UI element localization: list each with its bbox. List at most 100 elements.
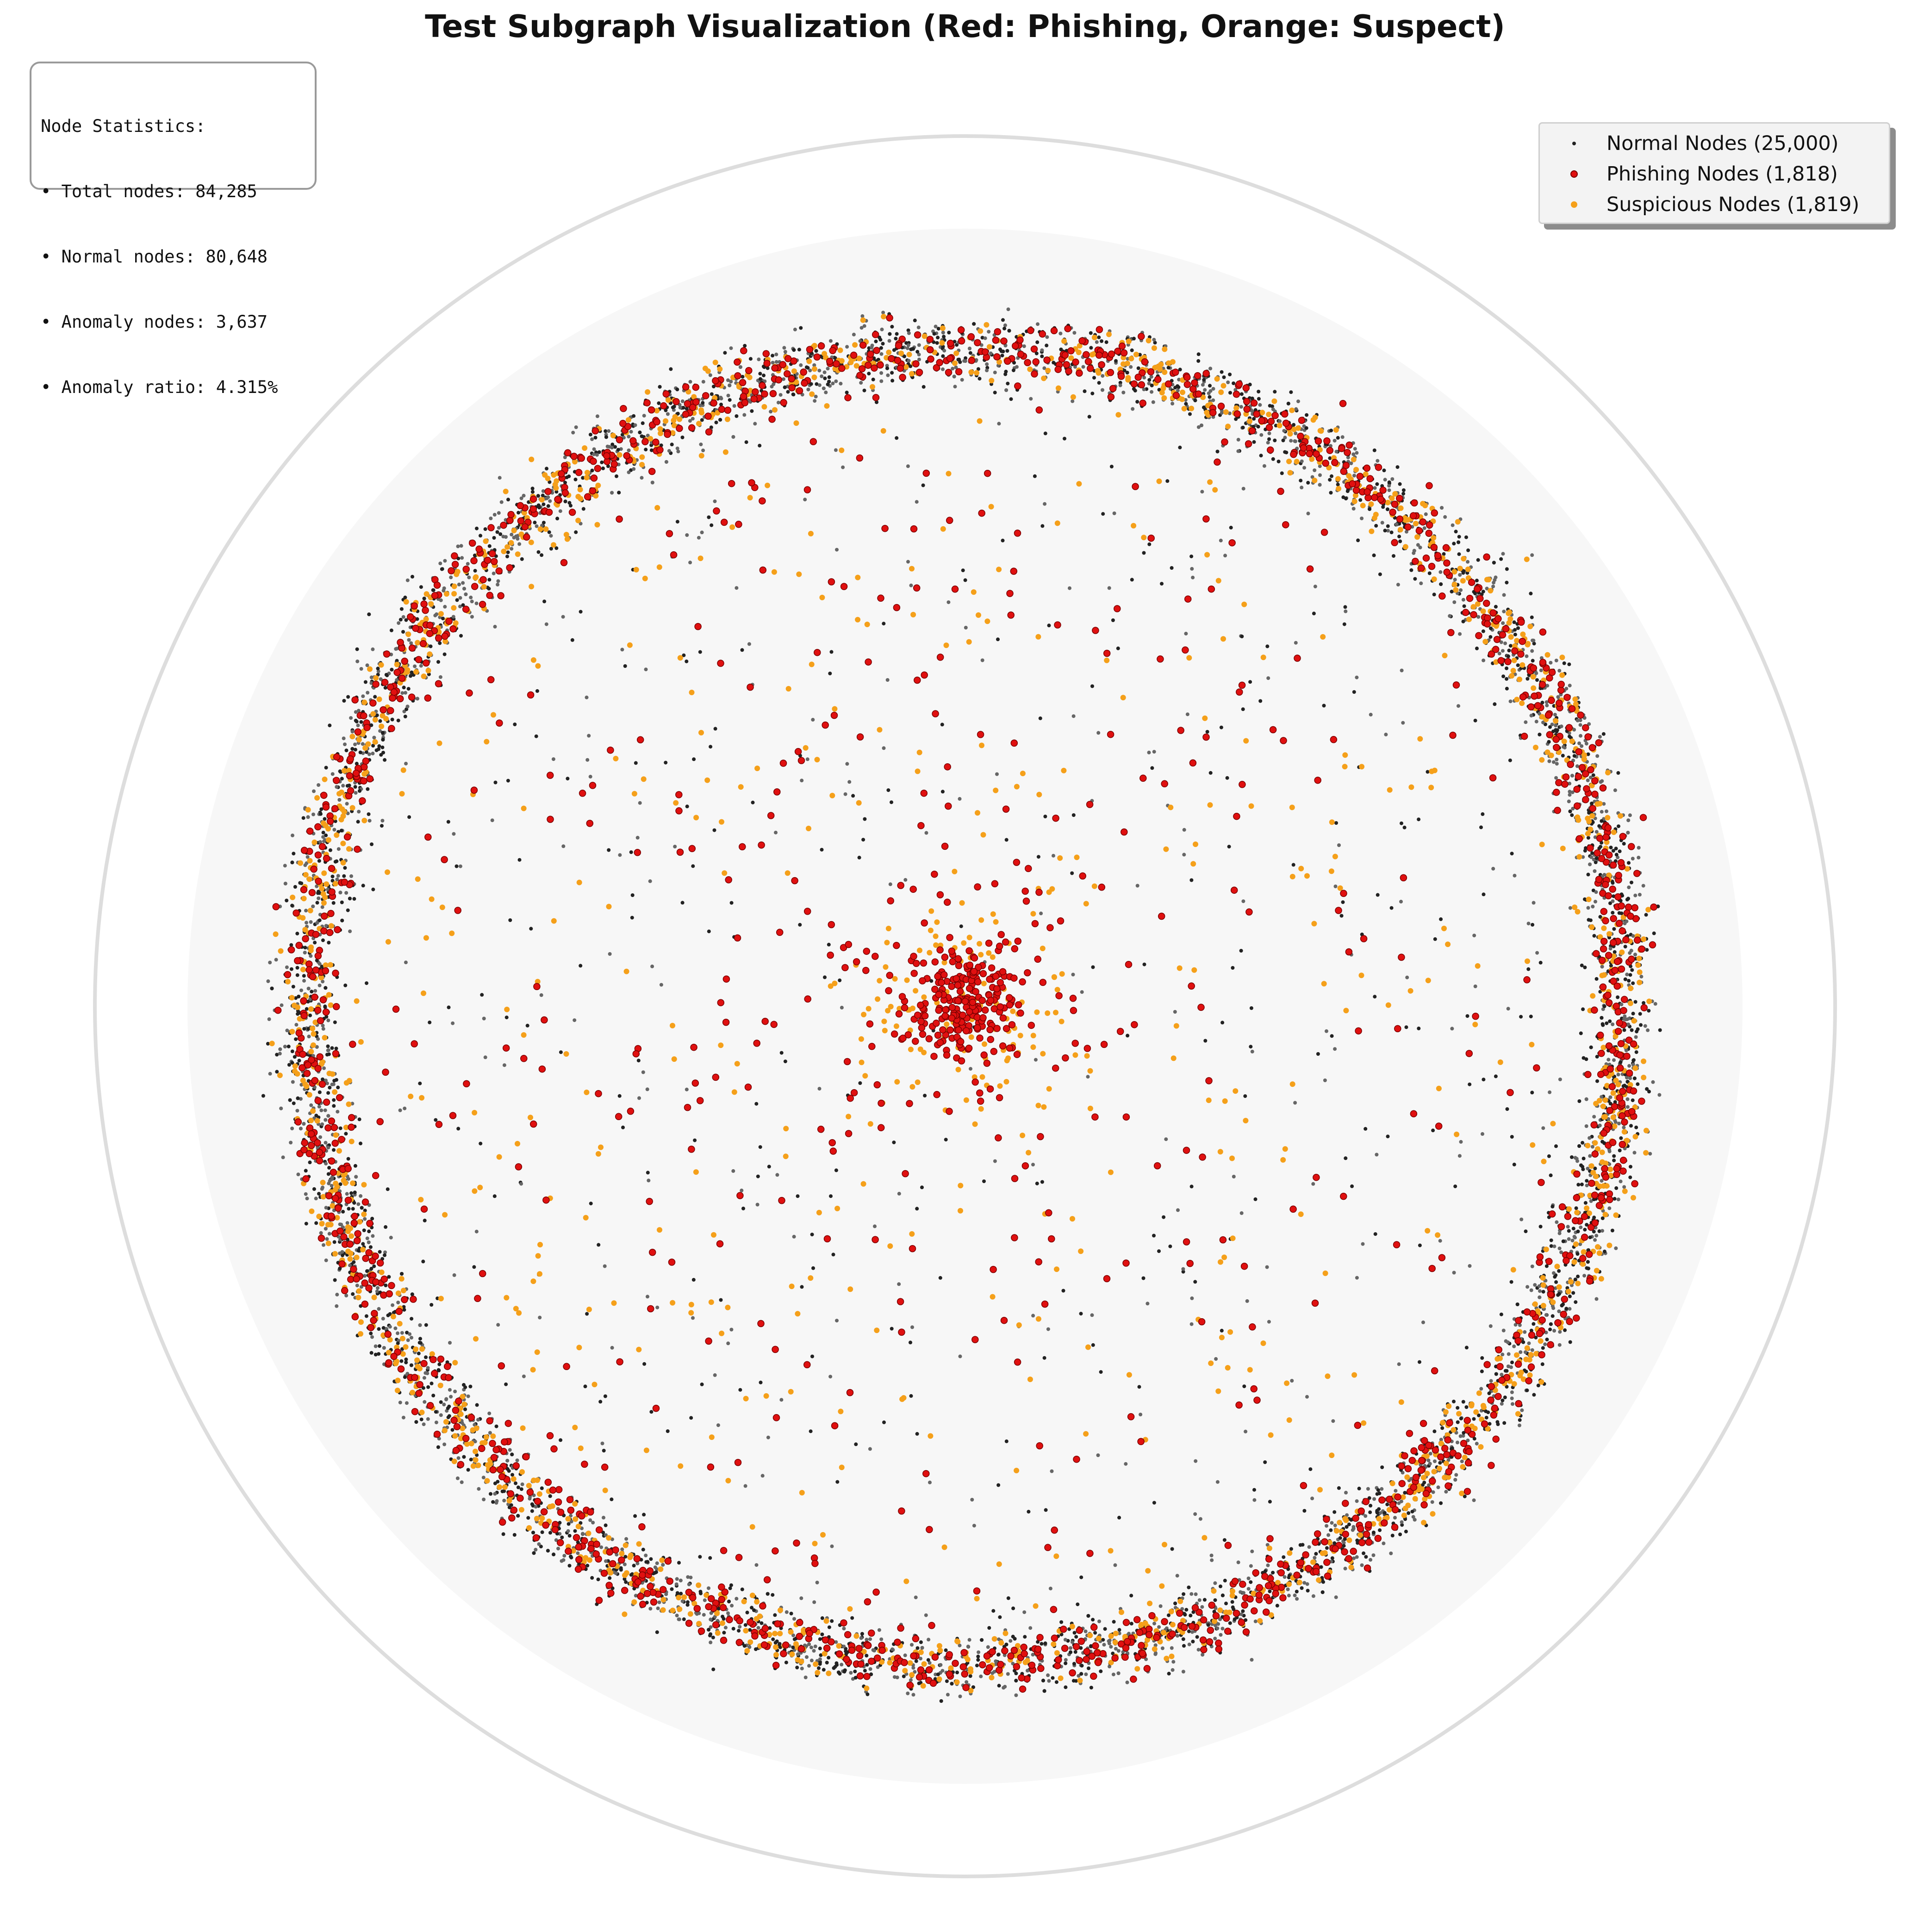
normal-node-point <box>1617 911 1621 915</box>
normal-node-point <box>540 1486 544 1490</box>
normal-node-point <box>1624 1017 1628 1022</box>
normal-node-point <box>530 486 535 491</box>
normal-node-point <box>1479 1387 1483 1391</box>
normal-node-point <box>453 1390 457 1394</box>
normal-node-point <box>818 1646 822 1651</box>
normal-node-point <box>345 1221 349 1225</box>
normal-node-point <box>1575 1252 1580 1256</box>
normal-node-point <box>1005 349 1009 353</box>
normal-node-point <box>1430 1500 1434 1504</box>
normal-node-point <box>839 381 843 386</box>
normal-node-point <box>1592 1115 1596 1119</box>
normal-node-point <box>401 1415 405 1420</box>
normal-node-point <box>1357 1486 1361 1490</box>
normal-node-point <box>384 673 388 677</box>
normal-node-point <box>1002 1686 1006 1690</box>
normal-node-point <box>1236 437 1240 442</box>
normal-node-point <box>602 1515 605 1520</box>
normal-node-point <box>1588 1154 1592 1158</box>
normal-node-point <box>740 1587 744 1591</box>
normal-node-point <box>1267 431 1271 436</box>
normal-node-point <box>367 819 372 823</box>
normal-node-point <box>1280 471 1284 475</box>
normal-node-point <box>406 1338 410 1342</box>
normal-node-point <box>649 443 654 447</box>
normal-node-point <box>1150 390 1154 394</box>
normal-node-point <box>641 1547 645 1552</box>
normal-node-point <box>439 1400 443 1404</box>
normal-node-point <box>1600 1216 1605 1220</box>
normal-node-point <box>1629 1165 1632 1169</box>
normal-node-point <box>372 1264 376 1268</box>
normal-node-point <box>325 1237 329 1241</box>
normal-node-point <box>1567 1237 1571 1241</box>
normal-node-point <box>301 816 305 820</box>
normal-node-point <box>493 1481 497 1485</box>
normal-node-point <box>616 448 620 452</box>
normal-node-point <box>892 348 896 352</box>
normal-node-point <box>1541 1346 1545 1350</box>
normal-node-point <box>1173 386 1177 390</box>
normal-node-point <box>1074 1635 1078 1639</box>
normal-node-point <box>1014 1693 1018 1697</box>
normal-node-point <box>793 327 797 331</box>
normal-node-point <box>1507 1352 1511 1356</box>
normal-node-point <box>840 1663 844 1667</box>
normal-node-point <box>1063 1638 1067 1642</box>
normal-node-point <box>1097 335 1101 339</box>
normal-node-point <box>467 575 471 580</box>
normal-node-point <box>285 965 289 969</box>
normal-node-point <box>1401 488 1406 492</box>
normal-node-point <box>1329 429 1333 433</box>
normal-node-point <box>1241 425 1245 430</box>
normal-node-point <box>955 1670 959 1675</box>
normal-node-point <box>853 1670 857 1674</box>
normal-node-point <box>1553 713 1557 717</box>
normal-node-point <box>1614 853 1619 857</box>
normal-node-point <box>324 1141 328 1145</box>
normal-node-point <box>814 394 818 399</box>
normal-node-point <box>353 1164 357 1168</box>
normal-node-point <box>473 569 477 573</box>
normal-node-point <box>1461 619 1465 623</box>
normal-node-point <box>336 1109 340 1114</box>
normal-node-point <box>411 574 414 579</box>
normal-node-point <box>1386 524 1390 528</box>
normal-node-point <box>363 1217 367 1221</box>
normal-node-point <box>979 1674 983 1678</box>
normal-node-point <box>352 897 356 901</box>
normal-node-point <box>384 1284 388 1287</box>
normal-node-point <box>1616 771 1620 775</box>
normal-node-point <box>1610 1228 1614 1233</box>
normal-node-point <box>400 1347 404 1351</box>
normal-node-point <box>497 526 501 530</box>
normal-node-point <box>1090 392 1095 396</box>
normal-node-point <box>1592 1229 1596 1234</box>
normal-node-point <box>1295 1589 1299 1594</box>
normal-node-point <box>629 1573 633 1577</box>
normal-node-point <box>1444 1490 1448 1494</box>
normal-node-point <box>1582 1274 1587 1278</box>
normal-node-point <box>1355 1499 1359 1503</box>
normal-node-point <box>1597 1229 1601 1233</box>
normal-node-point <box>1580 963 1584 967</box>
normal-node-point <box>1568 793 1572 797</box>
normal-node-point <box>1480 1369 1484 1373</box>
normal-node-point <box>1358 498 1363 502</box>
normal-node-point <box>1622 1125 1626 1129</box>
normal-node-point <box>768 1626 772 1630</box>
normal-node-point <box>868 1637 872 1641</box>
normal-node-point <box>1282 1555 1286 1559</box>
normal-node-point <box>404 691 407 695</box>
normal-node-point <box>1200 1605 1204 1609</box>
normal-node-point <box>317 859 321 863</box>
normal-node-point <box>1184 1608 1189 1612</box>
normal-node-point <box>1305 413 1309 417</box>
normal-node-point <box>738 1625 742 1629</box>
normal-node-point <box>456 1456 461 1460</box>
normal-node-point <box>644 448 648 452</box>
normal-node-point <box>474 601 479 605</box>
normal-node-point <box>361 694 365 698</box>
normal-node-point <box>1575 764 1579 768</box>
